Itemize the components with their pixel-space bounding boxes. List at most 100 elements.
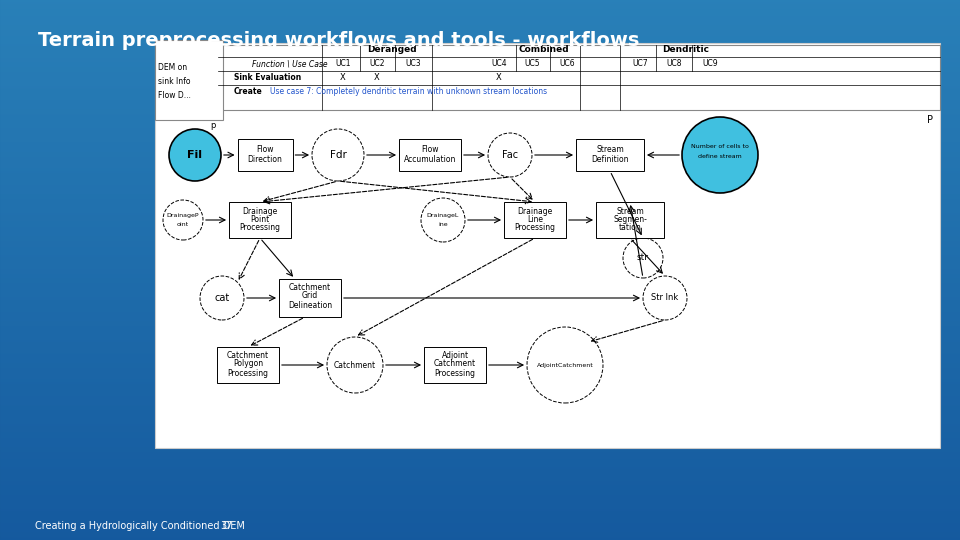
Bar: [0, 314, 960, 315]
Bar: [0, 303, 960, 304]
Bar: [0, 426, 960, 427]
Bar: [0, 523, 960, 524]
Bar: [0, 225, 960, 226]
Bar: [0, 466, 960, 467]
Bar: [0, 462, 960, 463]
Bar: [0, 347, 960, 348]
Bar: [0, 222, 960, 223]
Circle shape: [623, 238, 663, 278]
Text: Fdr: Fdr: [329, 150, 347, 160]
Bar: [0, 158, 960, 159]
Bar: [0, 103, 960, 104]
Bar: [0, 63, 960, 64]
Bar: [0, 219, 960, 220]
Text: Combined: Combined: [518, 45, 569, 55]
Bar: [0, 307, 960, 308]
Bar: [0, 472, 960, 473]
Bar: [0, 248, 960, 249]
Bar: [0, 372, 960, 373]
Bar: [0, 246, 960, 247]
Bar: [0, 152, 960, 153]
Bar: [0, 12, 960, 13]
Bar: [0, 29, 960, 30]
Bar: [0, 524, 960, 525]
Bar: [0, 388, 960, 389]
Bar: [0, 121, 960, 122]
Bar: [0, 396, 960, 397]
Text: UC4: UC4: [492, 59, 507, 69]
Bar: [0, 454, 960, 455]
Text: Catchment: Catchment: [289, 284, 331, 293]
Bar: [424, 347, 486, 383]
Text: Line: Line: [527, 214, 543, 224]
Bar: [0, 231, 960, 232]
Bar: [0, 369, 960, 370]
Bar: [0, 57, 960, 58]
Bar: [0, 109, 960, 110]
Bar: [0, 208, 960, 209]
Bar: [0, 317, 960, 318]
Bar: [0, 429, 960, 430]
Bar: [0, 129, 960, 130]
Bar: [0, 292, 960, 293]
Bar: [0, 431, 960, 432]
Text: Str lnk: Str lnk: [652, 294, 679, 302]
Text: Drainage: Drainage: [242, 206, 277, 215]
Bar: [0, 262, 960, 263]
Bar: [0, 414, 960, 415]
Bar: [0, 241, 960, 242]
Bar: [0, 348, 960, 349]
Bar: [0, 387, 960, 388]
Bar: [0, 127, 960, 128]
Bar: [279, 279, 341, 317]
Bar: [0, 532, 960, 533]
Bar: [0, 209, 960, 210]
Bar: [0, 27, 960, 28]
Bar: [0, 113, 960, 114]
Bar: [0, 373, 960, 374]
Text: ine: ine: [438, 221, 447, 226]
Bar: [0, 517, 960, 518]
Bar: [0, 268, 960, 269]
Bar: [0, 371, 960, 372]
Bar: [0, 459, 960, 460]
Bar: [0, 123, 960, 124]
Bar: [0, 322, 960, 323]
Bar: [0, 73, 960, 74]
Bar: [0, 534, 960, 535]
Bar: [0, 46, 960, 47]
Bar: [0, 478, 960, 479]
Bar: [0, 506, 960, 507]
Bar: [0, 330, 960, 331]
Bar: [0, 463, 960, 464]
Bar: [0, 203, 960, 204]
Bar: [0, 490, 960, 491]
Bar: [0, 258, 960, 259]
Bar: [0, 507, 960, 508]
Bar: [0, 190, 960, 191]
Bar: [0, 304, 960, 305]
Bar: [0, 320, 960, 321]
Bar: [0, 477, 960, 478]
Bar: [0, 198, 960, 199]
Bar: [0, 89, 960, 90]
Text: UC7: UC7: [633, 59, 648, 69]
Bar: [0, 351, 960, 352]
Bar: [0, 226, 960, 227]
Bar: [0, 305, 960, 306]
Bar: [0, 403, 960, 404]
Bar: [0, 475, 960, 476]
Bar: [0, 74, 960, 75]
Bar: [0, 436, 960, 437]
Bar: [0, 306, 960, 307]
Text: UC6: UC6: [559, 59, 575, 69]
Bar: [0, 470, 960, 471]
Bar: [0, 485, 960, 486]
Bar: [0, 229, 960, 230]
Bar: [0, 315, 960, 316]
Bar: [0, 137, 960, 138]
Bar: [0, 476, 960, 477]
Bar: [0, 516, 960, 517]
Text: Create: Create: [234, 87, 263, 97]
Bar: [0, 450, 960, 451]
